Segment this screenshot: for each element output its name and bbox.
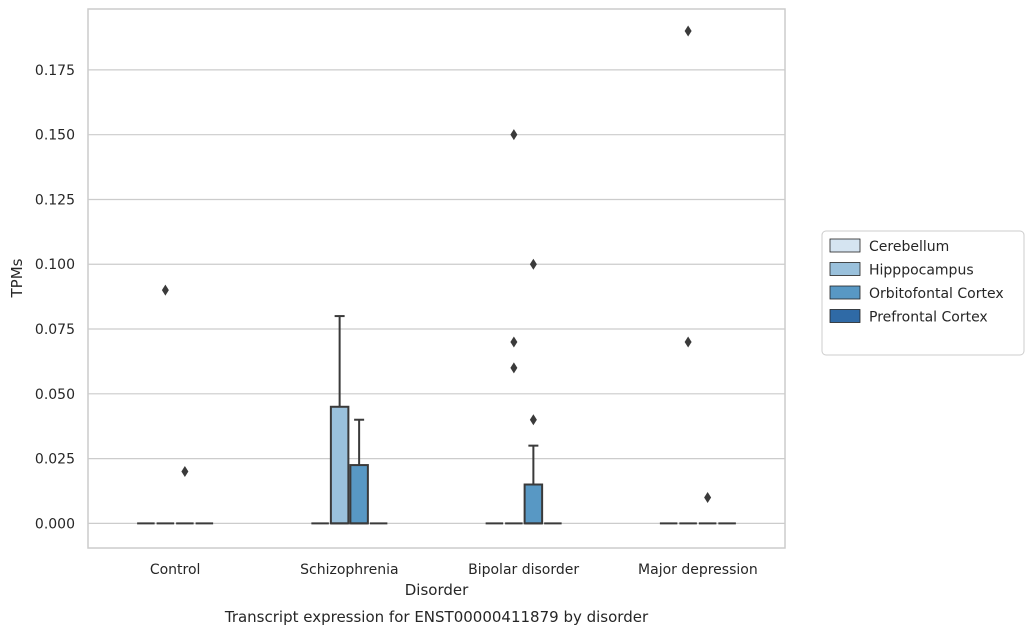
legend-item: Prefrontal Cortex: [829, 309, 988, 326]
box-hipppocampus: [505, 129, 523, 525]
legend-swatch: [829, 238, 861, 253]
legend-item: Orbitofontal Cortex: [829, 285, 1004, 302]
x-tick-label: Control: [150, 562, 201, 578]
y-tick-label: 0.000: [35, 516, 75, 532]
box-hipppocampus: [156, 284, 175, 525]
outlier-point: [529, 258, 537, 270]
legend-item: Hipppocampus: [829, 262, 974, 279]
box-orbitofontal-cortex: [176, 466, 194, 525]
y-tick-label: 0.100: [35, 257, 75, 273]
box-body: [329, 405, 350, 525]
box-plots: [137, 25, 736, 525]
legend-label: Cerebellum: [869, 239, 949, 255]
x-tick-label: Schizophrenia: [300, 562, 398, 578]
legend-frame: [821, 230, 1025, 356]
chart-caption: Transcript expression for ENST0000041187…: [224, 608, 649, 626]
outlier-point: [704, 491, 712, 503]
outlier-point: [510, 129, 518, 141]
legend-label: Hipppocampus: [869, 263, 974, 279]
legend-swatch: [829, 285, 861, 300]
box-body: [349, 464, 369, 525]
box-hipppocampus: [679, 25, 697, 525]
y-tick-label: 0.025: [35, 452, 75, 468]
box-hipppocampus: [329, 315, 350, 525]
y-axis-title: TPMs: [8, 258, 26, 298]
outlier-point: [510, 336, 518, 348]
outlier-point: [161, 284, 169, 296]
outlier-point: [181, 466, 189, 478]
outlier-point: [529, 414, 537, 426]
box-orbitofontal-cortex: [349, 418, 369, 525]
x-tick-label: Bipolar disorder: [468, 562, 579, 578]
y-tick-label: 0.050: [35, 387, 75, 403]
y-tick-label: 0.075: [35, 322, 75, 338]
outlier-point: [684, 25, 692, 37]
legend-swatch: [829, 262, 861, 276]
x-tick-labels: Control Schizophrenia Bipolar disorder Majo…: [150, 562, 758, 578]
grid-lines: [88, 69, 785, 524]
box-orbitofontal-cortex: [698, 491, 717, 525]
box-body: [523, 483, 544, 525]
x-axis-title: Disorder: [405, 581, 469, 599]
plot-area-frame: [87, 8, 786, 549]
box-orbitofontal-cortex: [523, 258, 544, 525]
y-tick-label: 0.175: [35, 63, 75, 79]
x-tick-label: Major depression: [638, 562, 758, 578]
legend-swatch: [829, 309, 861, 323]
y-tick-label: 0.125: [35, 192, 75, 208]
y-tick-labels: 0.000 0.025 0.050 0.075 0.100 0.125 0.150 0.175: [35, 63, 75, 532]
y-tick-label: 0.150: [35, 128, 75, 144]
legend-item: Cerebellum: [829, 238, 949, 255]
outlier-point: [684, 336, 692, 348]
legend: Cerebellum Hipppocampus Orbitofontal Corte…: [821, 230, 1025, 356]
legend-label: Prefrontal Cortex: [869, 310, 988, 326]
legend-label: Orbitofontal Cortex: [869, 286, 1004, 302]
outlier-point: [510, 362, 518, 374]
